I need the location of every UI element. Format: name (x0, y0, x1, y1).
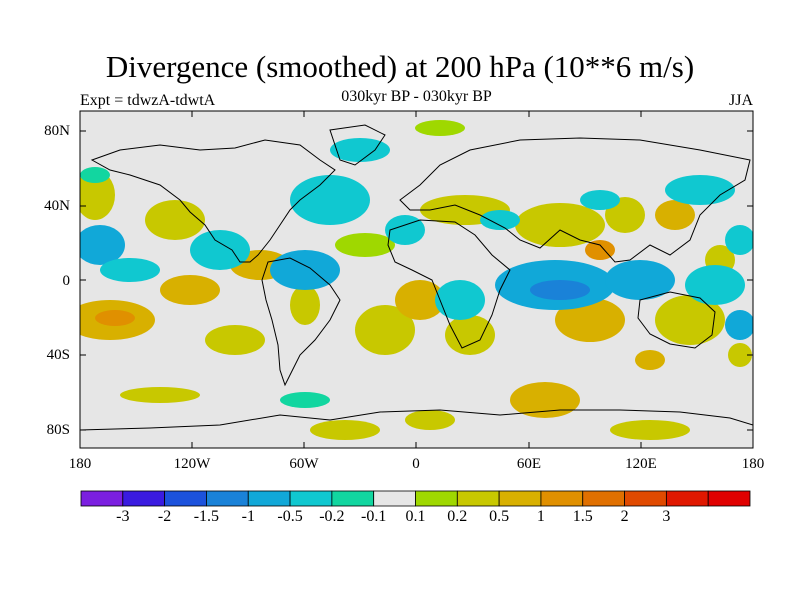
colorbar-label: -3 (116, 508, 130, 525)
lat-label-40s: 40S (46, 347, 70, 363)
colorbar-label: 0.2 (447, 508, 468, 525)
colorbar-box (206, 490, 249, 507)
season-label: JJA (728, 92, 753, 109)
plot-subtitle: 030kyr BP - 030kyr BP (341, 88, 492, 105)
eurasia-coast (399, 137, 751, 263)
lon-ticks (191, 111, 642, 448)
colorbar-box (122, 490, 166, 507)
lon-label-60e: 60E (516, 456, 542, 472)
colorbar-label: -2 (157, 508, 172, 525)
colorbar-box (289, 490, 333, 507)
south-america-coast (261, 257, 341, 387)
colorbar-label: 1.5 (572, 508, 593, 525)
lon-label-180-east: 180 (741, 456, 765, 472)
colorbar-box (331, 490, 375, 507)
colorbar-label: -0.2 (319, 508, 345, 525)
lon-label-120w: 120W (173, 456, 211, 472)
colorbar-box (415, 490, 458, 507)
colorbar-label: 1 (536, 508, 545, 525)
africa-coast (387, 219, 511, 349)
lon-label-0: 0 (412, 456, 420, 472)
colorbar (80, 490, 751, 507)
colorbar-box (80, 490, 124, 507)
lat-label-80n: 80N (44, 123, 70, 139)
antarctica-coast (80, 409, 753, 431)
lat-label-0: 0 (62, 273, 71, 289)
field-positive (80, 120, 752, 440)
lon-label-60w: 60W (289, 456, 319, 472)
colorbar-label: 3 (662, 508, 671, 525)
colorbar-label: -1.5 (193, 508, 220, 525)
coastlines (80, 124, 753, 431)
australia-coast (637, 291, 716, 349)
colorbar-label: 0.1 (405, 508, 426, 525)
colorbar-label: 2 (620, 508, 629, 525)
colorbar-box (498, 490, 542, 507)
field-negative (80, 138, 753, 408)
colorbar-label: -0.5 (277, 508, 303, 525)
lon-label-180-west: 180 (68, 456, 92, 472)
lat-label-80s: 80S (46, 422, 70, 438)
divergence-field (80, 120, 753, 440)
colorbar-box (540, 490, 584, 507)
greenland-coast (329, 124, 386, 166)
lat-ticks (80, 130, 753, 431)
colorbar-box (247, 490, 291, 507)
colorbar-box (624, 490, 667, 507)
lon-label-120e: 120E (625, 456, 657, 472)
colorbar-box (582, 490, 625, 507)
colorbar-box (373, 490, 416, 507)
lat-label-40n: 40N (44, 198, 70, 214)
colorbar-label: 0.5 (489, 508, 510, 525)
colorbar-box (456, 490, 500, 507)
north-america-coast (90, 139, 336, 263)
colorbar-box (665, 490, 709, 507)
colorbar-box (707, 490, 751, 507)
colorbar-label: -0.1 (361, 508, 387, 525)
colorbar-box (164, 490, 207, 507)
experiment-label: Expt = tdwzA-tdwtA (80, 92, 216, 109)
plot-title: Divergence (smoothed) at 200 hPa (10**6 … (105, 49, 695, 84)
colorbar-label: -1 (241, 508, 255, 525)
